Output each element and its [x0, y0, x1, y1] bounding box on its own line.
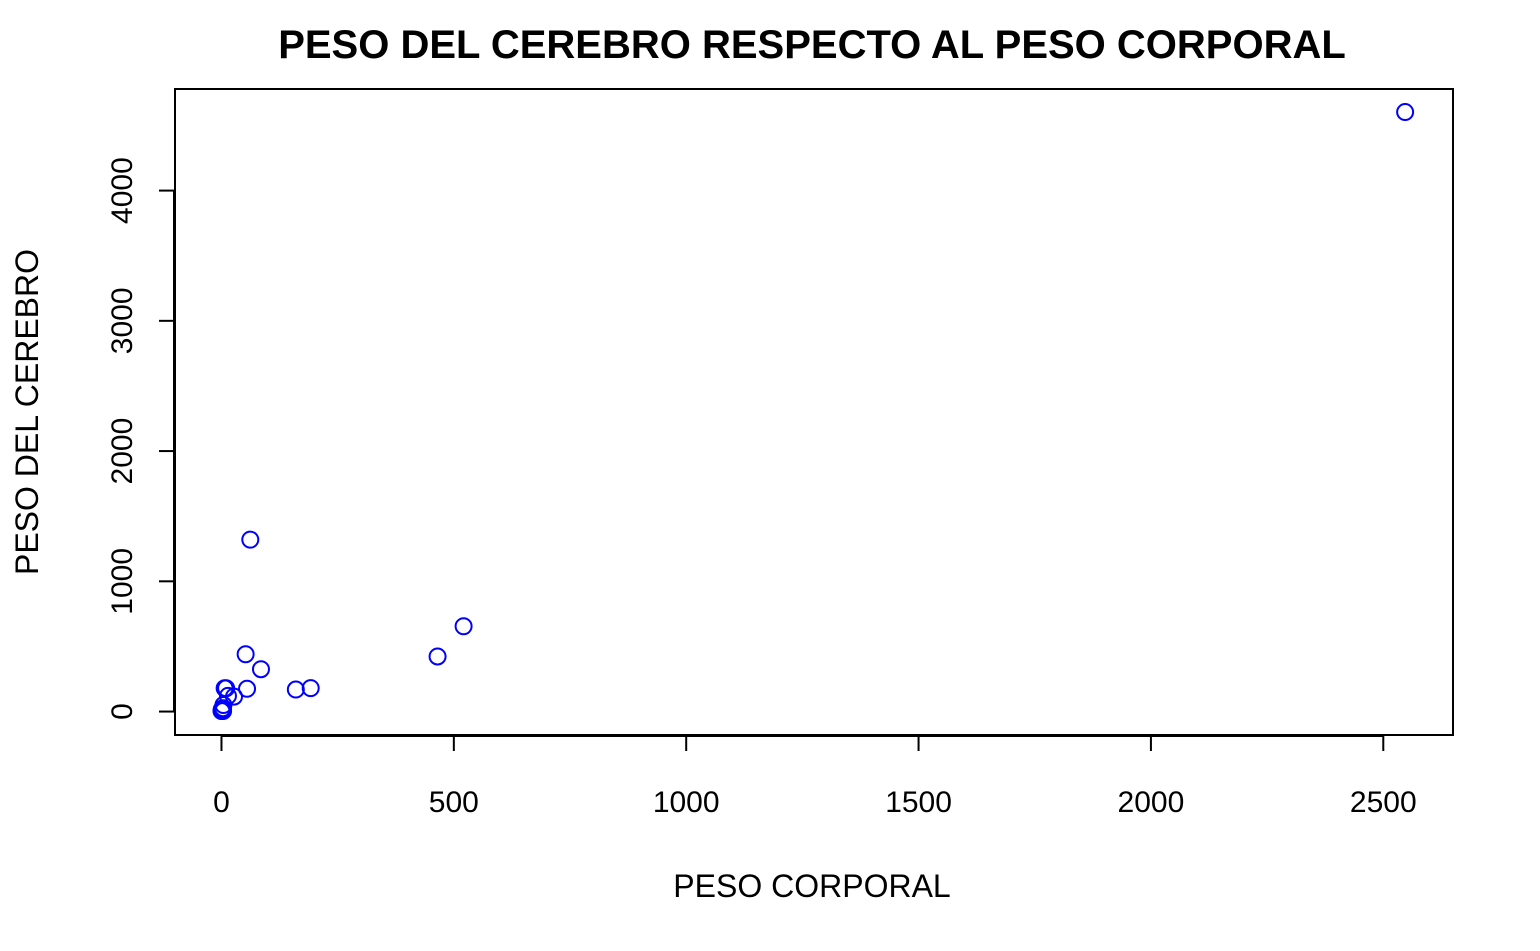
- data-point: [251, 660, 270, 679]
- data-point: [241, 530, 260, 549]
- data-point: [454, 617, 473, 636]
- x-tick-label: 1000: [653, 786, 720, 819]
- x-axis-label: PESO CORPORAL: [673, 868, 950, 904]
- x-axis: 0 500 1000 1500 2000 2500: [213, 735, 1417, 819]
- x-tick-label: 0: [213, 786, 230, 819]
- x-tick-label: 2500: [1350, 786, 1417, 819]
- data-points: [212, 103, 1415, 721]
- plot-frame: [174, 88, 1454, 736]
- y-tick-label: 4000: [106, 157, 139, 224]
- data-point: [1396, 103, 1415, 122]
- y-tick-label: 2000: [106, 418, 139, 485]
- chart-title: PESO DEL CEREBRO RESPECTO AL PESO CORPOR…: [278, 23, 1346, 67]
- x-tick-label: 500: [429, 786, 479, 819]
- y-axis: 0 1000 2000 3000 4000: [106, 157, 175, 720]
- data-point: [236, 645, 255, 664]
- data-point: [286, 680, 305, 699]
- data-point: [212, 700, 231, 719]
- y-tick-label: 3000: [106, 287, 139, 354]
- y-axis-label: PESO DEL CEREBRO: [9, 249, 45, 575]
- y-tick-label: 1000: [106, 548, 139, 615]
- x-tick-label: 1500: [885, 786, 952, 819]
- data-point: [238, 679, 257, 698]
- data-point: [301, 679, 320, 698]
- y-tick-label: 0: [106, 703, 139, 720]
- x-tick-label: 2000: [1118, 786, 1185, 819]
- data-point: [428, 647, 447, 666]
